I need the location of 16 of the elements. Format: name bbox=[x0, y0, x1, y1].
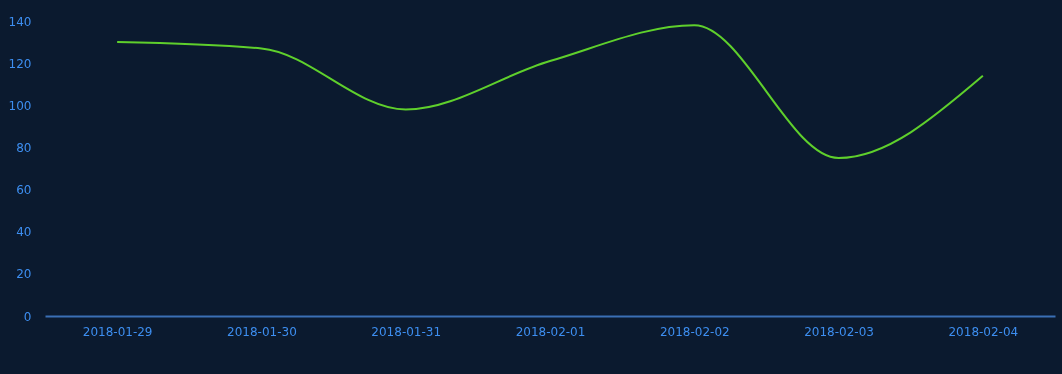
y-tick-label: 140 bbox=[8, 14, 32, 29]
y-tick-label: 20 bbox=[16, 267, 32, 282]
x-tick-label: 2018-01-30 bbox=[227, 324, 297, 339]
x-tick-label: 2018-01-29 bbox=[82, 324, 153, 339]
x-tick-label: 2018-02-01 bbox=[515, 324, 586, 339]
x-tick-label: 2018-02-02 bbox=[659, 324, 730, 339]
x-tick-label: 2018-02-04 bbox=[948, 324, 1019, 339]
x-tick-label: 2018-02-03 bbox=[804, 324, 874, 339]
y-tick-label: 80 bbox=[16, 140, 32, 155]
y-tick-label: 0 bbox=[23, 309, 32, 324]
y-tick-label: 120 bbox=[8, 56, 32, 71]
y-tick-label: 40 bbox=[16, 225, 32, 240]
line-series bbox=[116, 24, 984, 159]
y-tick-label: 60 bbox=[16, 183, 32, 198]
x-tick-label: 2018-01-31 bbox=[371, 324, 442, 339]
y-tick-label: 100 bbox=[8, 98, 32, 113]
